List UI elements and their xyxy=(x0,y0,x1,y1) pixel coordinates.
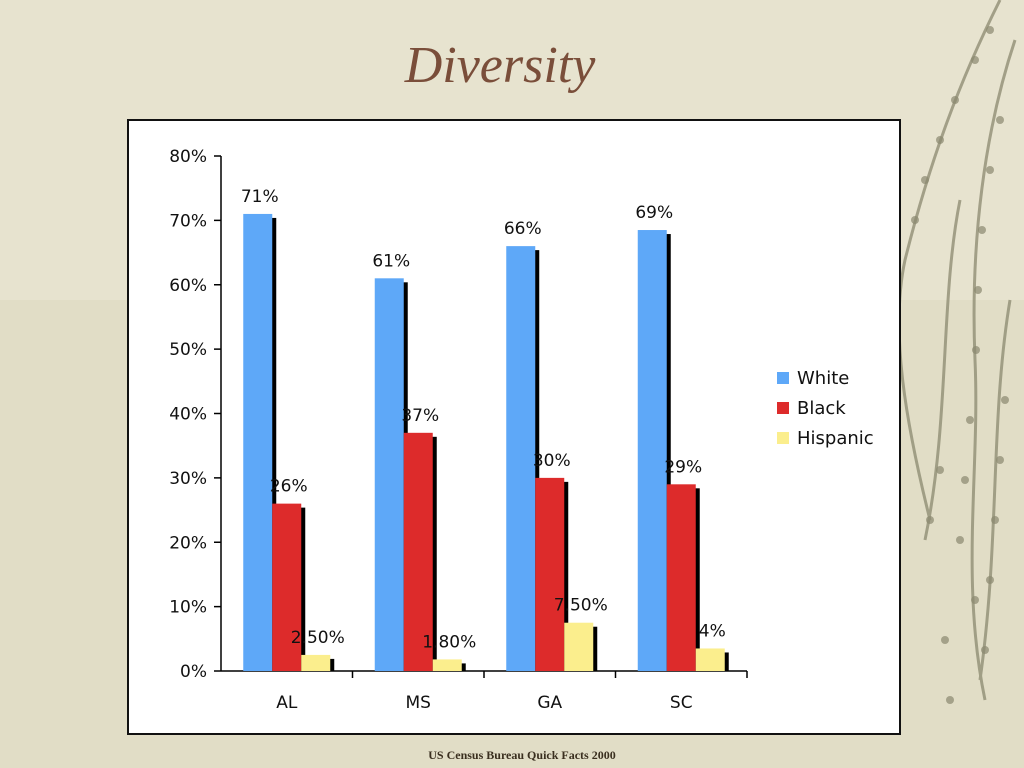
bar-black-al xyxy=(272,503,302,671)
data-label: 30% xyxy=(533,451,571,471)
slide-title: Diversity xyxy=(404,37,596,94)
y-tick-label: 40% xyxy=(169,405,207,425)
bar-hispanic-ms xyxy=(432,659,462,671)
bar-chart: 0% 10% 20% 30% 40% 50% 60% 70% 80% 71% 26% 2.50% AL 6… xyxy=(169,147,874,713)
data-label: 66% xyxy=(504,219,542,239)
data-label: 37% xyxy=(401,406,439,426)
bar-white-ga xyxy=(506,246,536,671)
legend-swatch-hispanic xyxy=(777,432,789,444)
data-label: 71% xyxy=(241,187,279,207)
bar-hispanic-sc xyxy=(695,648,725,671)
bar-black-ga xyxy=(535,477,565,671)
data-label: 4% xyxy=(699,621,726,641)
x-category-label: MS xyxy=(406,693,431,713)
legend-label-white: White xyxy=(797,368,849,389)
branch-buds xyxy=(911,26,1009,704)
x-category-label: GA xyxy=(537,693,562,713)
bar-hispanic-al xyxy=(301,654,331,671)
data-label: 1.80% xyxy=(422,632,476,652)
y-tick-label: 10% xyxy=(169,598,207,618)
y-tick-label: 60% xyxy=(169,276,207,296)
data-label: 61% xyxy=(372,251,410,271)
y-tick-label: 70% xyxy=(169,211,207,231)
chart-frame: 0% 10% 20% 30% 40% 50% 60% 70% 80% 71% 26% 2.50% AL 6… xyxy=(127,119,901,735)
data-label: 7.50% xyxy=(554,596,608,616)
bar-black-sc xyxy=(666,484,696,671)
y-tick-label: 0% xyxy=(180,662,207,682)
data-label: 2.50% xyxy=(291,628,345,648)
data-label: 26% xyxy=(270,477,308,497)
legend-swatch-black xyxy=(777,402,789,414)
legend-label-hispanic: Hispanic xyxy=(797,428,874,449)
y-tick-label: 50% xyxy=(169,340,207,360)
source-footer: US Census Bureau Quick Facts 2000 xyxy=(428,748,616,762)
legend-label-black: Black xyxy=(797,398,846,419)
bar-black-ms xyxy=(403,432,433,671)
y-tick-label: 20% xyxy=(169,533,207,553)
y-tick-label: 80% xyxy=(169,147,207,167)
bar-hispanic-ga xyxy=(564,622,594,671)
legend-swatch-white xyxy=(777,372,789,384)
x-category-label: SC xyxy=(670,693,693,713)
x-category-label: AL xyxy=(276,693,298,713)
y-tick-label: 30% xyxy=(169,469,207,489)
bar-white-ms xyxy=(374,278,404,671)
branch-decoration xyxy=(897,0,1017,701)
bar-white-al xyxy=(243,213,273,671)
data-label: 29% xyxy=(664,457,702,477)
data-label: 69% xyxy=(635,203,673,223)
bar-white-sc xyxy=(637,230,667,671)
